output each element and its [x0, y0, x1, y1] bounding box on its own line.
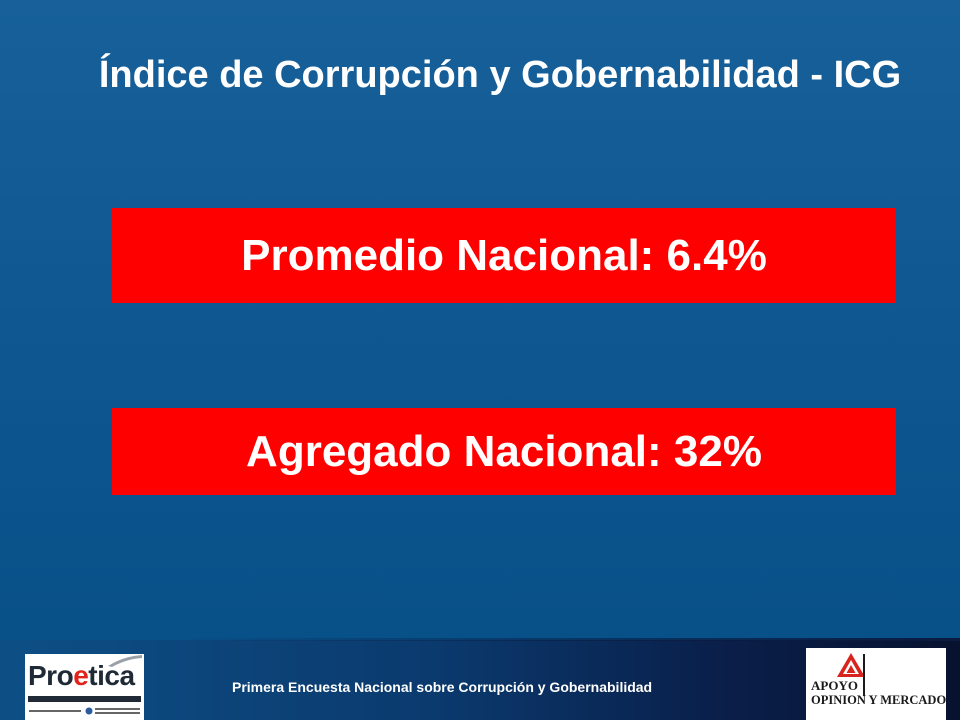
proetica-fine-print — [29, 707, 140, 715]
footer-bar — [0, 640, 960, 720]
agregado-nacional-box: Agregado Nacional: 32% — [112, 408, 896, 495]
agregado-nacional-text: Agregado Nacional: 32% — [246, 426, 762, 476]
proetica-subtitle-bar — [28, 696, 141, 702]
apoyo-emblem-icon — [837, 653, 865, 677]
apoyo-line1: APOYO — [811, 678, 858, 693]
promedio-nacional-text: Promedio Nacional: 6.4% — [241, 230, 767, 280]
apoyo-line2: OPINION Y MERCADO — [811, 693, 947, 707]
swoosh-icon — [108, 655, 142, 667]
apoyo-divider — [863, 654, 865, 696]
slide-title: Índice de Corrupción y Gobernabilidad - … — [98, 54, 902, 96]
promedio-nacional-box: Promedio Nacional: 6.4% — [112, 208, 896, 303]
footer-divider — [180, 638, 960, 641]
apoyo-logo: APOYO OPINION Y MERCADO — [806, 648, 946, 720]
proetica-wordmark: Proetica — [28, 660, 135, 691]
proetica-logo: Proetica — [25, 654, 144, 720]
footer-caption: Primera Encuesta Nacional sobre Corrupci… — [232, 679, 653, 695]
